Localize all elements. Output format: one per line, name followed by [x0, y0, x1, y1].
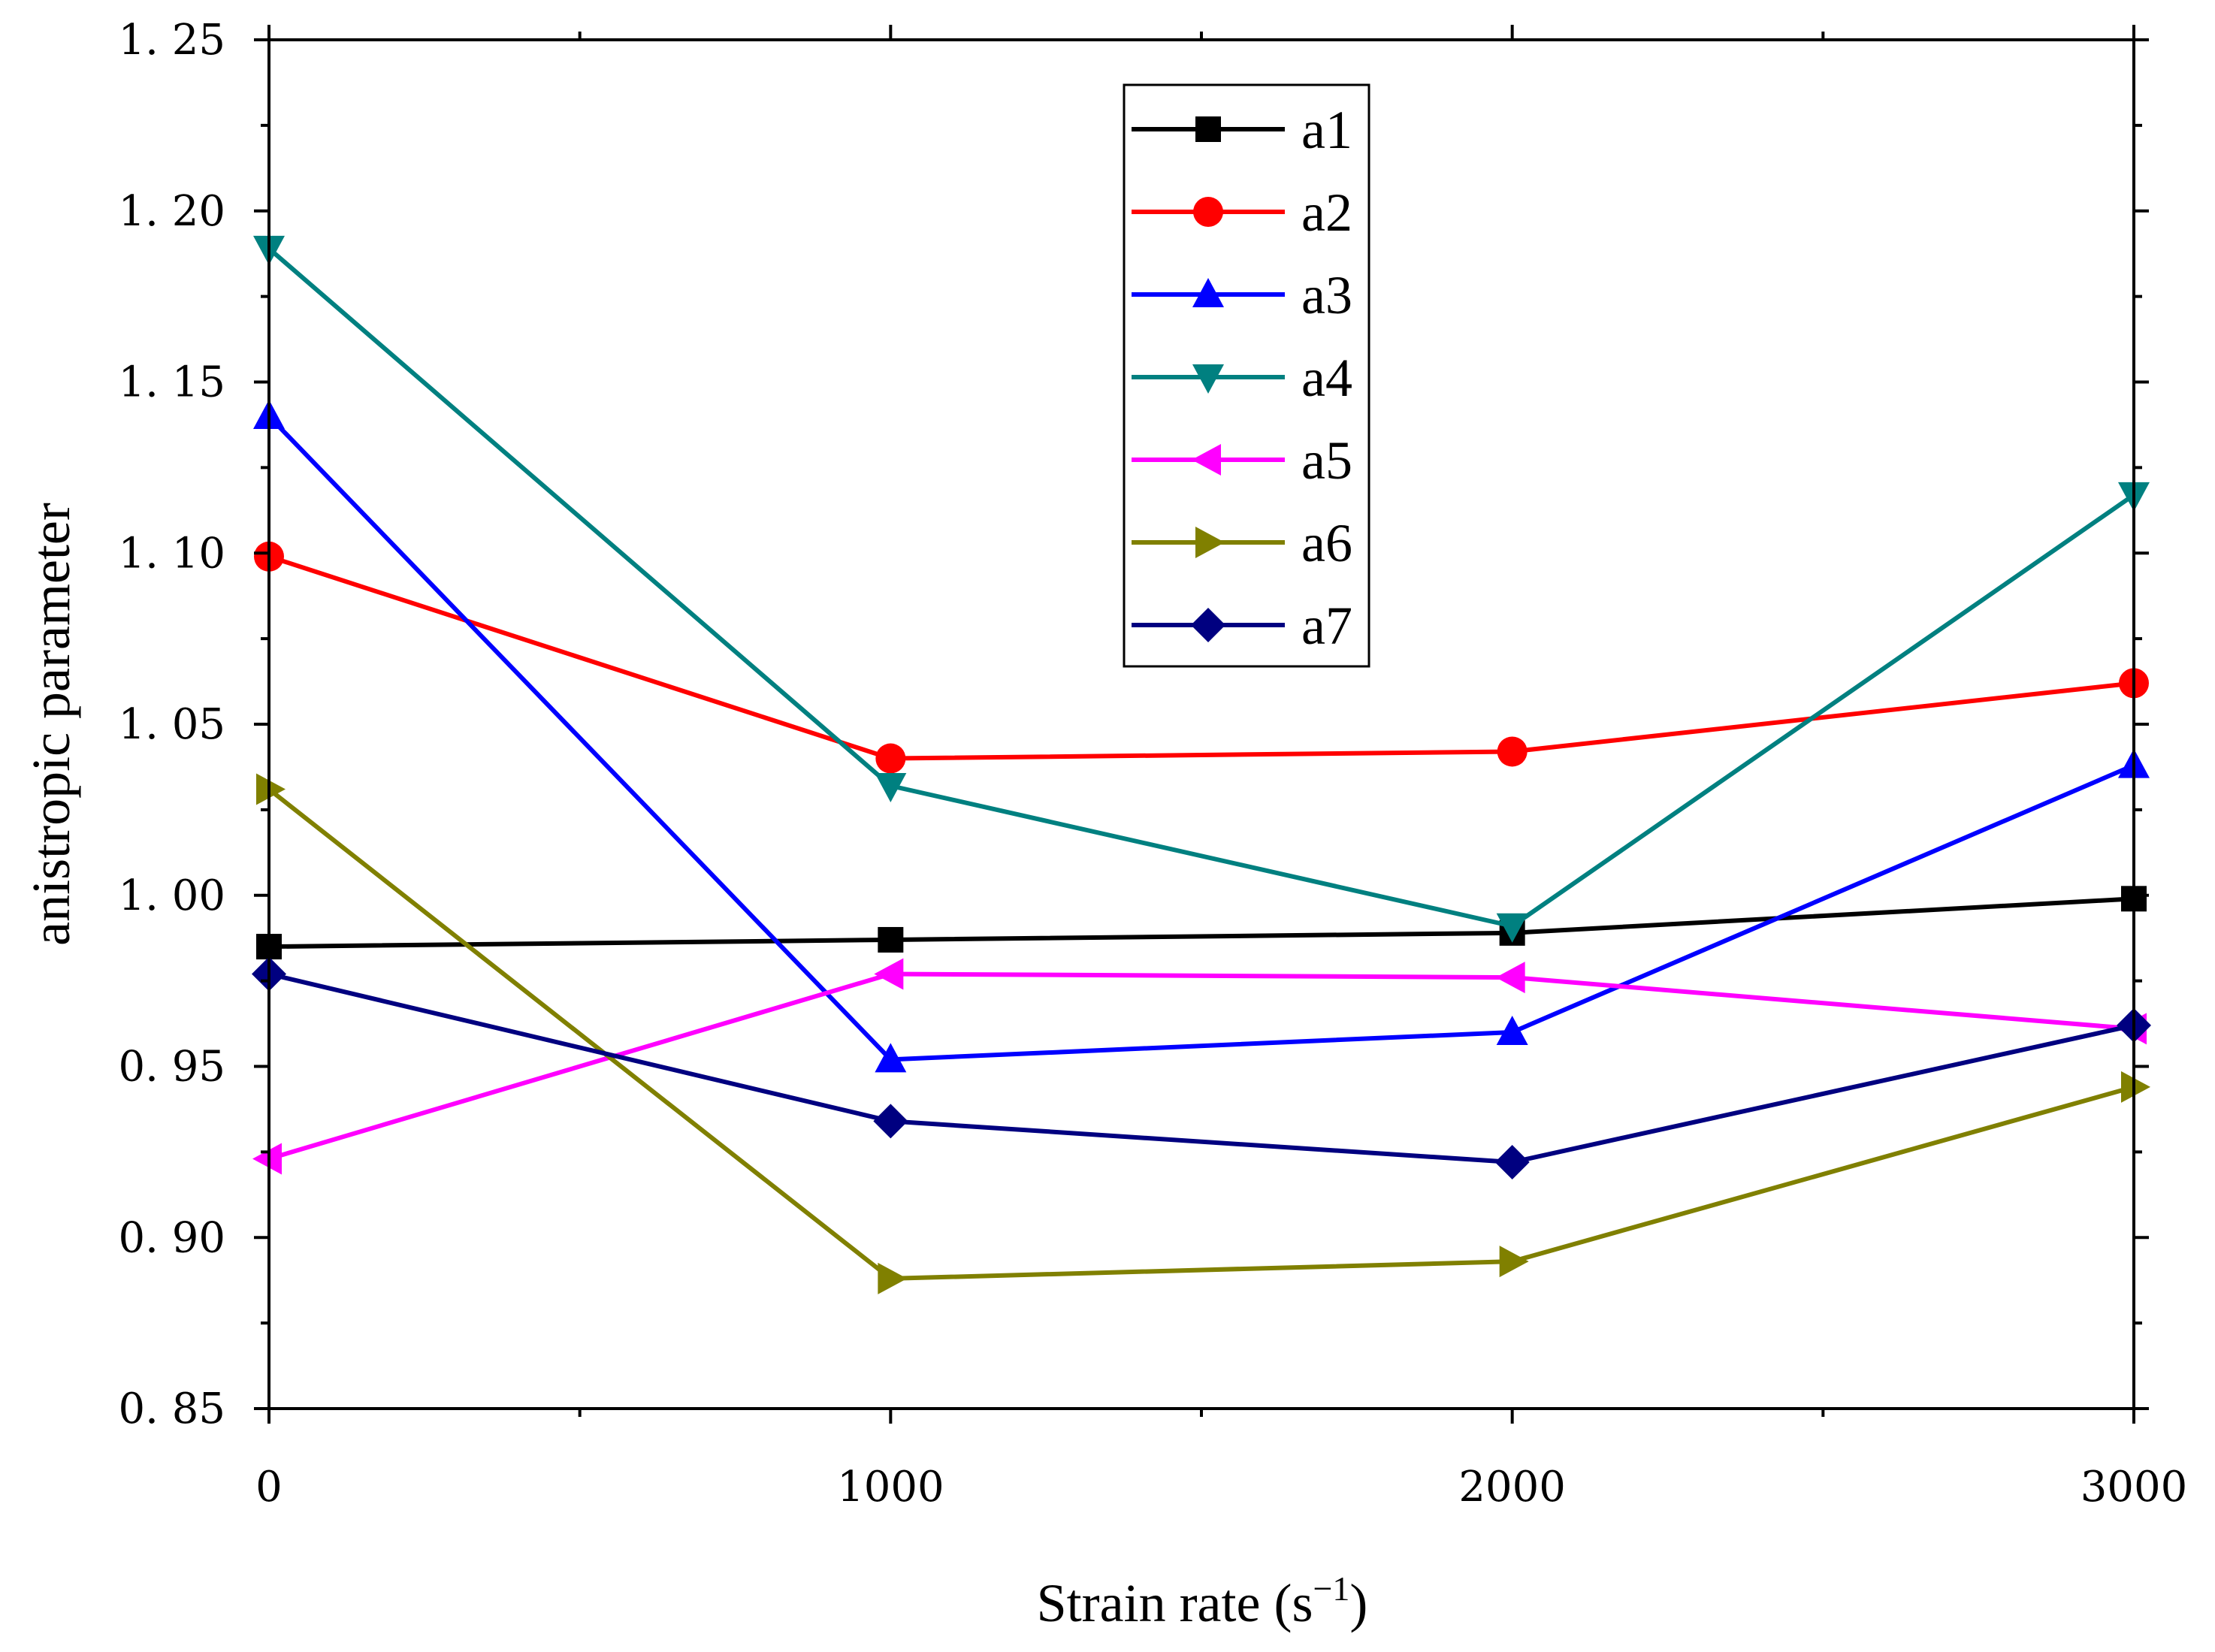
data-point-a6-3000: [2121, 1071, 2150, 1103]
series-line-a5: [268, 971, 2135, 1161]
legend-label-a6: a6: [1301, 513, 1352, 573]
series-line-a7: [268, 971, 2135, 1165]
legend-entry-a6: a6: [1132, 513, 1352, 573]
data-point-a7-1000: [873, 1104, 908, 1139]
series-line-a1: [268, 896, 2135, 950]
legend: a1 a2 a3 a4 a5 a6 a7: [1123, 83, 1370, 668]
data-point-a5-1000: [874, 958, 904, 990]
data-point-a1-1000: [878, 926, 904, 953]
legend-label-a3: a3: [1301, 265, 1352, 325]
legend-marker-a7: [1191, 608, 1225, 642]
y-tick-label: 1. 05: [119, 700, 226, 749]
data-point-a7-2000: [1494, 1145, 1530, 1180]
series-line-a4: [267, 246, 2135, 929]
y-tick-label: 1. 10: [119, 529, 226, 578]
series-line-a2: [268, 554, 2135, 761]
y-tick-label: 0. 95: [119, 1043, 226, 1092]
data-point-a4-2000: [1496, 913, 1528, 943]
legend-label-a4: a4: [1301, 348, 1352, 408]
legend-label-a5: a5: [1301, 430, 1352, 491]
series-a1: [256, 886, 2147, 960]
data-point-a5-2000: [1495, 962, 1525, 994]
data-point-a6-1000: [878, 1262, 908, 1294]
legend-label-a2: a2: [1301, 183, 1352, 243]
series-line-a6: [267, 787, 2135, 1281]
series-a2: [254, 541, 2149, 774]
data-point-a2-1000: [875, 743, 906, 774]
legend-entry-a4: a4: [1132, 348, 1352, 408]
data-point-a2-2000: [1497, 736, 1528, 767]
legend-entry-a2: a2: [1132, 183, 1352, 243]
series-a6: [256, 773, 2150, 1294]
legend-entry-a1: a1: [1132, 100, 1352, 160]
y-tick-label: 0. 85: [119, 1385, 226, 1433]
x-tick-label: 3000: [2081, 1463, 2188, 1512]
y-tick-label: 1. 15: [119, 358, 226, 407]
legend-marker-a2: [1193, 197, 1223, 227]
series-line-a3: [267, 414, 2135, 1062]
series-layer: [252, 235, 2151, 1294]
legend-marker-a3: [1192, 278, 1224, 307]
data-point-a4-1000: [875, 772, 907, 802]
x-axis-title: Strain rate (s−1): [1037, 1569, 1368, 1633]
legend-marker-a5: [1192, 444, 1221, 476]
ticks-layer: 0. 85 0. 90 0. 95 1. 00 1. 05 1. 10 1. 15 1. 20…: [119, 16, 2188, 1512]
y-tick-label: 1. 00: [119, 871, 226, 920]
y-tick-label: 1. 20: [119, 187, 226, 236]
data-point-a3-2000: [1496, 1015, 1528, 1045]
data-point-a5-0: [252, 1143, 282, 1175]
x-tick-label: 0: [255, 1463, 283, 1512]
y-tick-label: 0. 90: [119, 1213, 226, 1262]
legend-entry-a5: a5: [1132, 430, 1352, 491]
y-axis-title: anistropic parameter: [21, 503, 81, 946]
series-a7: [252, 956, 2151, 1180]
legend-marker-a4: [1192, 364, 1224, 394]
legend-label-a7: a7: [1301, 596, 1352, 656]
data-point-a3-1000: [875, 1043, 907, 1073]
legend-label-a1: a1: [1301, 100, 1352, 160]
legend-marker-a6: [1195, 527, 1225, 558]
legend-entry-a3: a3: [1132, 265, 1352, 325]
legend-entry-a7: a7: [1132, 596, 1352, 656]
x-tick-label: 2000: [1458, 1463, 1566, 1512]
data-point-a6-0: [256, 773, 286, 805]
legend-marker-a1: [1195, 116, 1221, 142]
y-tick-label: 1. 25: [119, 16, 226, 65]
data-point-a6-2000: [1499, 1246, 1529, 1278]
x-tick-label: 1000: [837, 1463, 944, 1512]
